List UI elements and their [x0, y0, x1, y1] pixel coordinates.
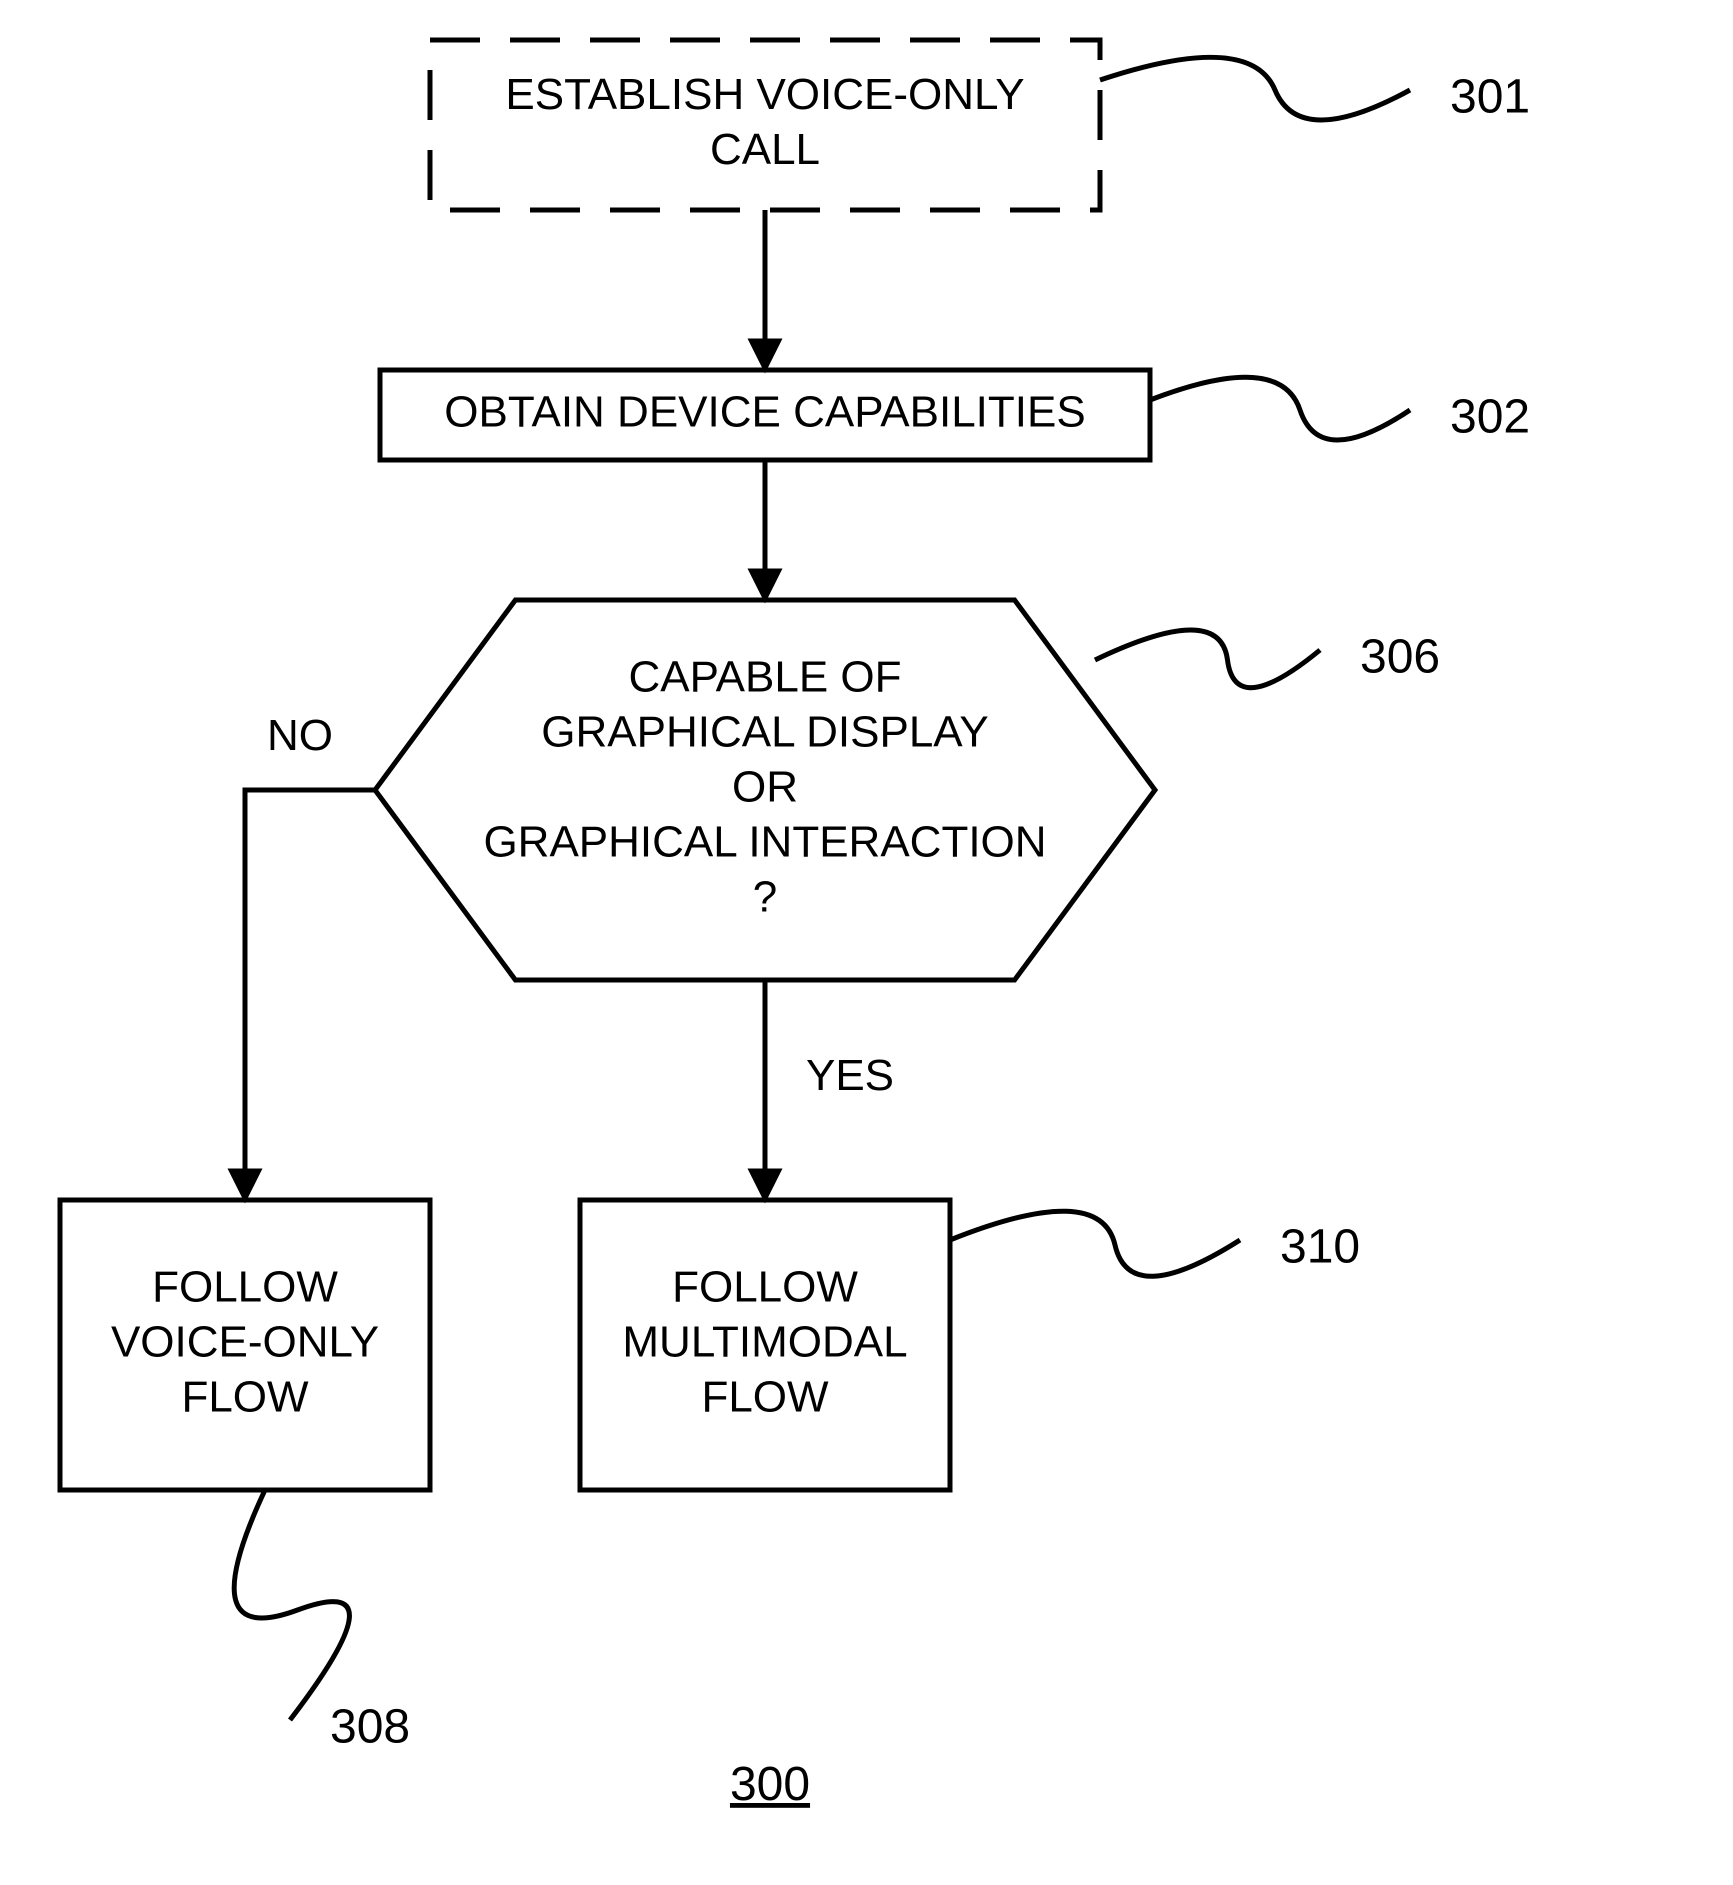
- svg-text:ESTABLISH VOICE-ONLY: ESTABLISH VOICE-ONLY: [505, 70, 1024, 119]
- svg-text:300: 300: [730, 1758, 810, 1811]
- svg-text:CAPABLE OF: CAPABLE OF: [628, 653, 901, 702]
- svg-text:?: ?: [753, 873, 777, 922]
- svg-text:301: 301: [1450, 71, 1530, 124]
- svg-text:FOLLOW: FOLLOW: [672, 1263, 858, 1312]
- svg-text:FLOW: FLOW: [181, 1373, 309, 1422]
- svg-text:NO: NO: [267, 711, 333, 760]
- svg-text:308: 308: [330, 1701, 410, 1754]
- svg-text:VOICE-ONLY: VOICE-ONLY: [111, 1318, 379, 1367]
- svg-text:MULTIMODAL: MULTIMODAL: [622, 1318, 907, 1367]
- svg-text:GRAPHICAL DISPLAY: GRAPHICAL DISPLAY: [541, 708, 988, 757]
- svg-text:306: 306: [1360, 631, 1440, 684]
- svg-text:OR: OR: [732, 763, 798, 812]
- svg-text:OBTAIN DEVICE CAPABILITIES: OBTAIN DEVICE CAPABILITIES: [444, 388, 1085, 437]
- svg-text:FLOW: FLOW: [701, 1373, 829, 1422]
- svg-text:FOLLOW: FOLLOW: [152, 1263, 338, 1312]
- svg-text:GRAPHICAL INTERACTION: GRAPHICAL INTERACTION: [483, 818, 1046, 867]
- svg-text:310: 310: [1280, 1221, 1360, 1274]
- svg-text:CALL: CALL: [710, 125, 820, 174]
- svg-text:302: 302: [1450, 391, 1530, 444]
- svg-text:YES: YES: [806, 1051, 894, 1100]
